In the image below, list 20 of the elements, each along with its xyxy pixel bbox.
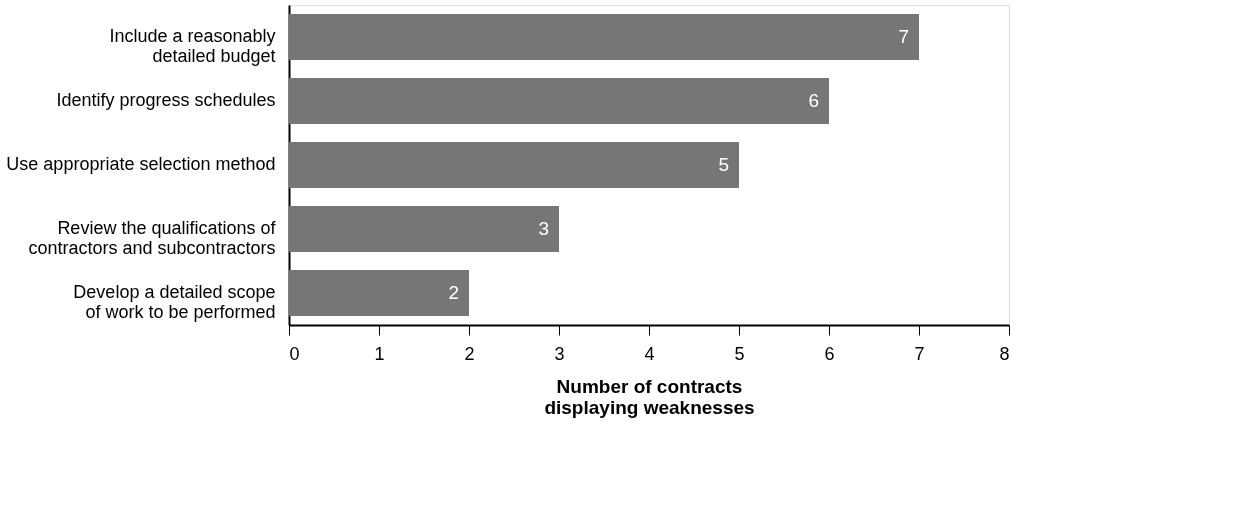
x-tick-label: 5	[734, 343, 745, 364]
x-axis-title: Number of contracts displaying weaknesses	[544, 375, 755, 418]
x-tick-label: 8	[999, 343, 1010, 364]
x-tick-label: 0	[289, 343, 300, 364]
y-tick-label: Identify progress schedules	[56, 90, 276, 110]
y-tick-label: Develop a detailed scope of work to be performed	[73, 282, 276, 322]
x-tick-label: 2	[464, 343, 475, 364]
data-label: 2	[448, 282, 459, 303]
data-label: 7	[898, 26, 909, 47]
x-tick-label: 1	[374, 343, 385, 364]
y-tick-label: Review the qualifications of contractors and subcontractors	[28, 218, 277, 258]
y-tick-label: Include a reasonably detailed budget	[109, 26, 276, 66]
data-label: 6	[808, 90, 819, 111]
y-tick-label: Use appropriate selection method	[6, 154, 276, 174]
x-tick-label: 6	[824, 343, 835, 364]
data-label: 5	[718, 154, 729, 175]
x-tick-label: 4	[644, 343, 655, 364]
x-tick-label: 7	[914, 343, 925, 364]
data-label: 3	[538, 218, 549, 239]
x-tick-label: 3	[554, 343, 565, 364]
